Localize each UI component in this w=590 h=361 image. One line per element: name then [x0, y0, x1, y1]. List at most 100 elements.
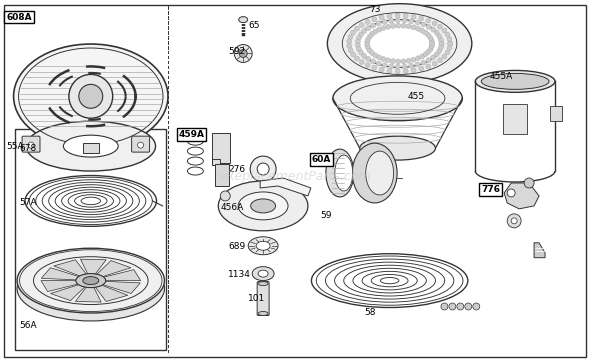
- Text: 60A: 60A: [312, 155, 332, 164]
- Circle shape: [396, 59, 401, 64]
- Circle shape: [355, 43, 360, 48]
- Circle shape: [439, 41, 444, 46]
- Circle shape: [437, 48, 442, 53]
- Circle shape: [426, 58, 431, 63]
- Circle shape: [442, 54, 447, 59]
- Circle shape: [442, 28, 447, 33]
- Circle shape: [376, 55, 382, 60]
- Text: 608A: 608A: [6, 13, 32, 22]
- Circle shape: [376, 61, 381, 66]
- Circle shape: [465, 303, 472, 310]
- Circle shape: [402, 18, 407, 23]
- Circle shape: [137, 142, 143, 148]
- Circle shape: [438, 37, 444, 42]
- Circle shape: [411, 25, 416, 30]
- Circle shape: [434, 30, 439, 35]
- Circle shape: [387, 14, 392, 19]
- Circle shape: [359, 22, 364, 27]
- Circle shape: [428, 35, 433, 40]
- Circle shape: [395, 18, 401, 23]
- Circle shape: [445, 50, 450, 55]
- FancyBboxPatch shape: [132, 136, 149, 152]
- Circle shape: [402, 64, 407, 69]
- Circle shape: [365, 63, 370, 68]
- Circle shape: [376, 27, 382, 32]
- Circle shape: [373, 53, 378, 58]
- FancyBboxPatch shape: [22, 136, 40, 152]
- Circle shape: [379, 15, 384, 20]
- Polygon shape: [76, 287, 101, 302]
- Circle shape: [415, 56, 421, 61]
- FancyBboxPatch shape: [212, 133, 230, 163]
- Text: 592: 592: [228, 47, 245, 56]
- Polygon shape: [51, 285, 85, 301]
- Circle shape: [355, 56, 359, 61]
- Circle shape: [448, 41, 453, 46]
- Text: 456A: 456A: [220, 203, 244, 212]
- Ellipse shape: [360, 136, 435, 160]
- Circle shape: [432, 61, 437, 66]
- Circle shape: [430, 41, 435, 46]
- Text: 455A: 455A: [489, 72, 513, 81]
- Circle shape: [239, 49, 247, 57]
- Text: 459A: 459A: [178, 130, 205, 139]
- Ellipse shape: [366, 151, 394, 195]
- Text: 678: 678: [19, 144, 37, 153]
- Circle shape: [445, 32, 450, 37]
- Circle shape: [366, 45, 371, 50]
- Polygon shape: [104, 270, 140, 280]
- Circle shape: [438, 58, 442, 63]
- Circle shape: [362, 29, 366, 34]
- Ellipse shape: [83, 277, 99, 284]
- Circle shape: [415, 62, 420, 67]
- Ellipse shape: [63, 135, 118, 157]
- Text: 57A: 57A: [19, 199, 37, 208]
- Circle shape: [347, 43, 352, 48]
- Polygon shape: [97, 261, 131, 277]
- Circle shape: [426, 25, 431, 29]
- Polygon shape: [41, 280, 78, 292]
- Circle shape: [371, 23, 376, 28]
- Circle shape: [356, 47, 362, 52]
- Circle shape: [426, 49, 431, 55]
- Text: eReplacementParts.com: eReplacementParts.com: [219, 170, 371, 183]
- Ellipse shape: [481, 73, 549, 90]
- Circle shape: [359, 32, 363, 37]
- Text: 73: 73: [370, 5, 381, 14]
- Circle shape: [350, 52, 356, 57]
- Circle shape: [426, 64, 431, 69]
- Text: 101: 101: [248, 294, 266, 303]
- Circle shape: [79, 84, 103, 108]
- Circle shape: [415, 26, 421, 31]
- Ellipse shape: [252, 267, 274, 280]
- Circle shape: [366, 37, 371, 42]
- Circle shape: [439, 41, 444, 46]
- Circle shape: [449, 303, 456, 310]
- Text: 65: 65: [248, 21, 260, 30]
- FancyBboxPatch shape: [257, 282, 269, 316]
- Circle shape: [381, 26, 386, 30]
- Circle shape: [421, 60, 426, 65]
- Circle shape: [406, 58, 411, 63]
- Circle shape: [401, 59, 406, 64]
- Ellipse shape: [17, 248, 165, 313]
- Ellipse shape: [476, 70, 555, 92]
- Circle shape: [396, 23, 401, 28]
- Ellipse shape: [333, 76, 463, 121]
- Circle shape: [507, 189, 515, 197]
- Circle shape: [457, 303, 464, 310]
- FancyBboxPatch shape: [215, 164, 230, 186]
- Circle shape: [365, 40, 370, 44]
- Circle shape: [395, 69, 400, 74]
- Ellipse shape: [258, 270, 268, 277]
- Circle shape: [441, 303, 448, 310]
- Circle shape: [391, 23, 395, 29]
- Circle shape: [419, 28, 425, 33]
- Ellipse shape: [335, 155, 353, 191]
- Text: 776: 776: [481, 185, 500, 194]
- Polygon shape: [96, 285, 128, 301]
- Circle shape: [429, 38, 434, 43]
- Circle shape: [395, 13, 400, 18]
- Polygon shape: [534, 243, 545, 258]
- Text: 455: 455: [408, 92, 425, 101]
